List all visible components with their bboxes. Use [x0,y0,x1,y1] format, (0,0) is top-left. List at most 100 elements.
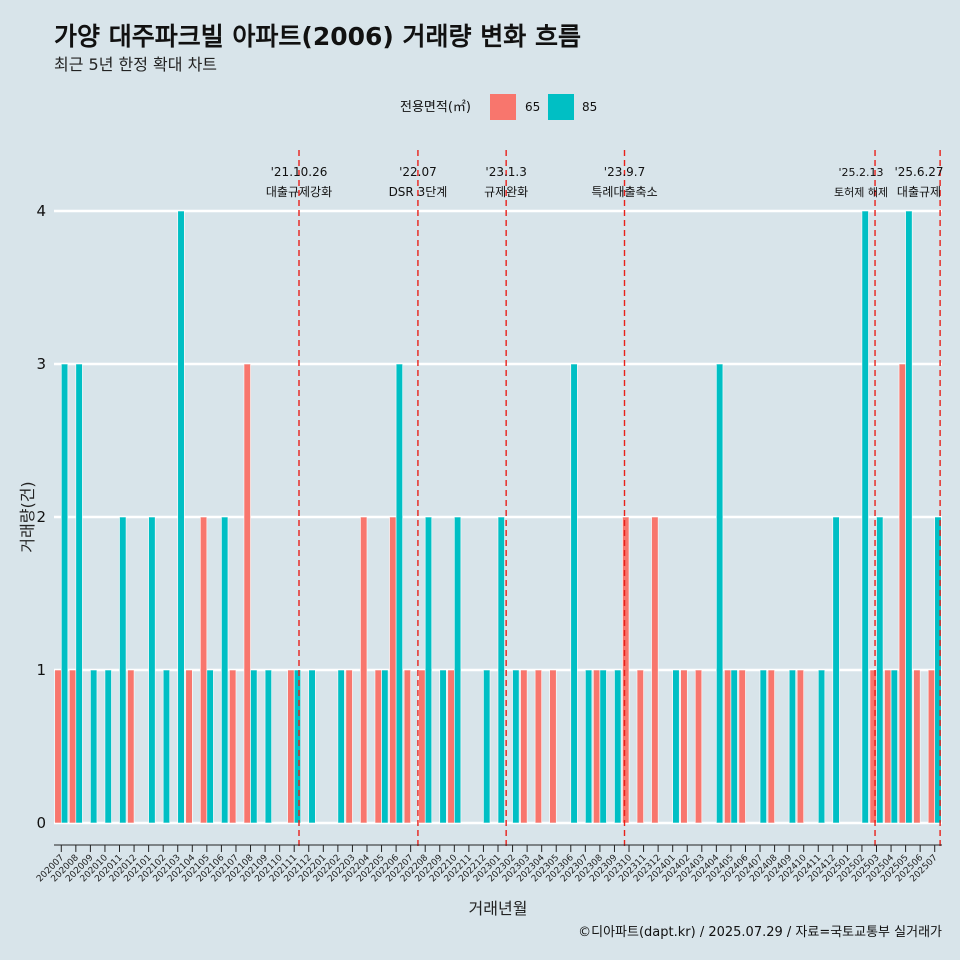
bar-202309-85 [614,669,622,824]
annotation-date-0: '21.10.26 [271,165,328,179]
caption: ©디아파트(dapt.kr) / 2025.07.29 / 자료=국토교통부 실… [578,925,942,940]
annotation-date-3: '23.9.7 [604,165,645,179]
bar-202507-65 [927,669,936,824]
annotation-label-1: DSR 3단계 [389,185,448,199]
bar-202408-65 [767,669,775,824]
bar-202411-85 [817,669,826,824]
bar-202307-85 [585,669,593,824]
annotation-date-5: '25.6.27 [894,165,943,179]
chart-subtitle: 최근 5년 한정 확대 차트 [54,55,217,74]
bar-202104-65 [185,669,193,824]
legend-label-65: 65 [525,100,540,114]
bar-202208-85 [424,516,433,824]
legend-swatch-65 [490,94,516,120]
bar-202101-85 [148,516,156,824]
bar-202504-85 [890,669,898,824]
annotation-label-5: 대출규제 [897,185,941,199]
legend-label-85: 85 [582,100,597,114]
annotations: '21.10.26 대출규제강화 '22.07 DSR 3단계 '23.1.3 규제완화 '… [266,150,944,850]
bar-202105-85 [206,669,214,824]
bar-202502-85 [861,210,869,824]
bar-202301-85 [497,516,505,824]
annotation-date-2: '23.1.3 [485,165,526,179]
bar-202111-85 [293,669,302,824]
bar-202108-85 [250,669,258,824]
bar-202312-65 [651,516,659,824]
y-tick-label-0: 0 [36,814,46,832]
bar-202304-65 [534,669,542,824]
bar-202008-85 [75,363,83,824]
bar-202505-85 [905,210,913,824]
y-tick-label-4: 4 [36,202,46,220]
bar-202210-85 [454,516,462,824]
bar-202409-85 [788,669,796,824]
bar-202412-85 [832,516,840,824]
bar-202205-85 [381,669,389,824]
annotation-date-1: '22.07 [399,165,437,179]
bar-202405-85 [730,669,738,824]
bar-202407-85 [759,669,767,824]
bar-202410-65 [796,669,805,824]
bar-202012-65 [127,669,135,824]
bar-202303-65 [520,669,528,824]
annotation-label-4: 토허제 해제 [834,185,888,199]
legend-title: 전용면적(㎡) [400,100,471,115]
bar-202209-85 [439,669,447,824]
bar-202503-85 [876,516,884,824]
bar-202208-65 [418,669,426,824]
chart-title: 가양 대주파크빌 아파트(2006) 거래량 변화 흐름 [54,22,581,51]
bar-202311-65 [636,669,644,824]
bar-202305-65 [549,669,557,824]
bar-202504-65 [884,669,892,824]
bar-202011-85 [119,516,127,824]
annotation-label-2: 규제완화 [484,185,528,199]
annotation-date-4: '25.2.13 [839,166,884,179]
y-axis-title: 거래량(건) [18,481,37,552]
bar-202109-85 [264,669,272,824]
x-axis: 2020072020082020092020102020112020122021… [35,844,942,884]
y-axis-ticks: 0 1 2 3 4 [36,202,46,832]
bar-202007-85 [60,363,69,824]
bar-202507-85 [934,516,942,824]
bar-202111-65 [287,669,295,824]
bar-202308-85 [599,669,607,824]
bar-202102-85 [162,669,171,824]
legend-swatch-85 [548,94,574,120]
bar-202403-65 [694,669,703,824]
bar-202206-85 [395,363,403,824]
annotation-label-3: 특례대출축소 [591,185,657,199]
bar-202406-65 [738,669,746,824]
bar-202203-65 [345,669,353,824]
bar-202105-65 [200,516,208,824]
bar-202210-65 [447,669,455,824]
bar-202402-65 [680,669,688,824]
bar-202112-85 [308,669,316,824]
annotation-label-0: 대출규제강화 [266,185,332,199]
bar-202212-85 [483,669,491,824]
bar-202505-65 [898,363,906,824]
bar-202008-65 [68,669,77,824]
y-tick-label-2: 2 [36,508,46,526]
bar-202107-65 [229,669,237,824]
x-axis-title: 거래년월 [469,899,528,918]
bar-202308-65 [593,669,601,824]
bar-202401-85 [672,669,680,824]
legend: 전용면적(㎡) 65 85 [400,94,597,120]
bar-202010-85 [104,669,112,824]
bar-202205-65 [374,669,382,824]
bar-202108-65 [243,363,251,824]
bar-202306-85 [570,363,578,824]
bar-202310-65 [622,516,630,824]
bar-202106-85 [221,516,229,824]
bar-202302-85 [512,669,520,824]
bars [54,210,942,824]
bar-202506-65 [913,669,921,824]
bar-202405-65 [724,669,732,824]
bar-202207-65 [403,669,411,824]
bar-202202-85 [337,669,345,824]
bar-202007-65 [54,669,62,824]
bar-202103-85 [177,210,185,824]
bar-202404-85 [716,363,724,824]
bar-202204-65 [360,516,368,824]
